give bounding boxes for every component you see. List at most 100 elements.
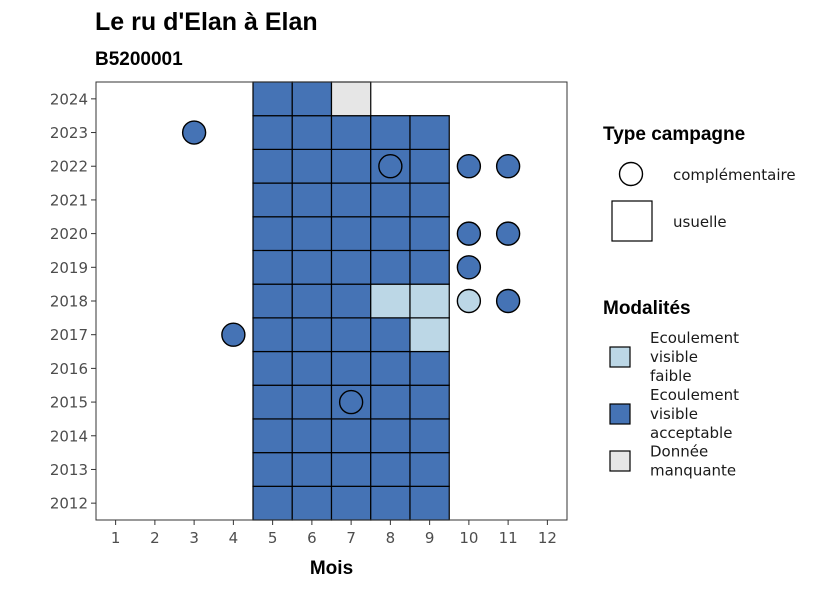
x-tick-label-1: 1 [111, 529, 121, 547]
tile-2016-5 [252, 350, 293, 386]
x-tick-label-11: 11 [499, 529, 518, 547]
point-2020-10 [456, 221, 482, 246]
tile-2020-5 [252, 216, 293, 252]
tile-2021-9 [409, 182, 450, 218]
legend-swatch-1 [609, 403, 631, 425]
tile-2014-9 [409, 418, 450, 454]
tile-2017-9 [409, 317, 450, 353]
legend-modalites-title: Modalités [603, 298, 691, 319]
tile-2012-8 [370, 485, 411, 521]
y-tick-label-2020: 2020 [50, 225, 88, 243]
legend-mod-label-1: Ecoulement visible acceptable [650, 386, 739, 442]
point-2022-8 [378, 154, 403, 179]
tile-2023-5 [252, 115, 293, 150]
tile-2024-6 [291, 81, 333, 117]
tile-2012-9 [409, 485, 450, 521]
point-2023-3 [181, 120, 207, 145]
tile-2022-7 [330, 148, 372, 184]
x-axis: 1 2 3 4 5 6 7 8 9 10 11 12 [111, 520, 557, 547]
tile-2015-8 [370, 384, 411, 420]
tile-2023-7 [330, 115, 372, 150]
point-2020-11 [495, 221, 521, 246]
usuelle-tiles [252, 81, 450, 521]
legend-type-campagne: Type campagne complémentaire usuelle [603, 124, 796, 242]
tile-2023-8 [370, 115, 411, 150]
x-tick-label-6: 6 [307, 529, 317, 547]
legend-key-1 [611, 200, 653, 242]
tile-2014-7 [330, 418, 372, 454]
tile-2021-7 [330, 182, 372, 218]
point-2015-7 [338, 389, 364, 415]
tile-2021-6 [291, 182, 333, 218]
tile-2015-6 [291, 384, 333, 420]
tile-2013-8 [370, 452, 411, 487]
legend-type-label-0: complémentaire [673, 166, 796, 184]
tile-2013-5 [252, 452, 293, 487]
tile-2019-9 [409, 249, 450, 285]
tile-2017-7 [330, 317, 372, 353]
tile-2019-7 [330, 249, 372, 285]
legend-mod-label-0: Ecoulement visible faible [650, 329, 739, 385]
tile-2022-6 [291, 148, 333, 184]
tile-2019-5 [252, 249, 293, 285]
tile-2021-8 [370, 182, 411, 218]
point-2022-10 [456, 154, 482, 179]
tile-2019-8 [370, 249, 411, 285]
tile-2020-9 [409, 216, 450, 252]
tile-2020-6 [291, 216, 333, 252]
tile-2017-6 [291, 317, 333, 353]
y-tick-label-2024: 2024 [50, 90, 88, 108]
tile-2012-7 [330, 485, 372, 521]
y-tick-label-2017: 2017 [50, 326, 88, 344]
y-tick-label-2022: 2022 [50, 158, 88, 176]
legend-swatch-0 [609, 346, 631, 368]
tile-2014-8 [370, 418, 411, 454]
tile-2018-8 [370, 283, 411, 319]
tile-2024-7 [330, 81, 372, 117]
legend-modalites: Modalités Ecoulement visible faibleEcoulem… [603, 298, 739, 480]
y-tick-label-2016: 2016 [50, 360, 88, 378]
tile-2016-9 [409, 350, 450, 386]
x-tick-label-10: 10 [459, 529, 478, 547]
y-tick-label-2018: 2018 [50, 293, 88, 311]
chart-subtitle: B5200001 [95, 49, 183, 70]
legend-swatch-2 [609, 450, 631, 472]
tile-2023-6 [291, 115, 333, 150]
tile-2016-7 [330, 350, 372, 386]
y-tick-label-2021: 2021 [50, 191, 88, 209]
legend-type-title: Type campagne [603, 124, 745, 145]
tile-2012-6 [291, 485, 333, 521]
tile-2017-5 [252, 317, 293, 353]
tile-2018-5 [252, 283, 293, 319]
y-tick-label-2019: 2019 [50, 259, 88, 277]
y-tick-label-2013: 2013 [50, 461, 88, 479]
tile-2012-5 [252, 485, 293, 521]
tile-2018-7 [330, 283, 372, 319]
point-2019-10 [456, 255, 482, 280]
tile-2016-8 [370, 350, 411, 386]
tile-2023-9 [409, 115, 450, 150]
x-tick-label-4: 4 [229, 529, 239, 547]
tile-2014-5 [252, 418, 293, 454]
x-tick-label-8: 8 [386, 529, 396, 547]
x-tick-label-3: 3 [189, 529, 199, 547]
y-axis: 2012 2013 2014 2015 2016 2017 2018 2019 2020 2021… [50, 90, 96, 513]
tile-2020-7 [330, 216, 372, 252]
tile-2014-6 [291, 418, 333, 454]
legend-mod-label-2: Donnée manquante [650, 443, 736, 480]
tile-2019-6 [291, 249, 333, 285]
tile-2013-7 [330, 452, 372, 487]
y-tick-label-2014: 2014 [50, 427, 88, 445]
tile-2024-5 [252, 81, 293, 117]
y-tick-label-2015: 2015 [50, 394, 88, 412]
tile-2020-8 [370, 216, 411, 252]
tile-2015-9 [409, 384, 450, 420]
x-tick-label-12: 12 [538, 529, 557, 547]
x-tick-label-5: 5 [268, 529, 278, 547]
tile-2018-9 [409, 283, 450, 319]
x-tick-label-7: 7 [346, 529, 356, 547]
x-axis-title: Mois [310, 558, 353, 579]
point-2018-11 [495, 288, 521, 314]
tile-2013-9 [409, 452, 450, 487]
